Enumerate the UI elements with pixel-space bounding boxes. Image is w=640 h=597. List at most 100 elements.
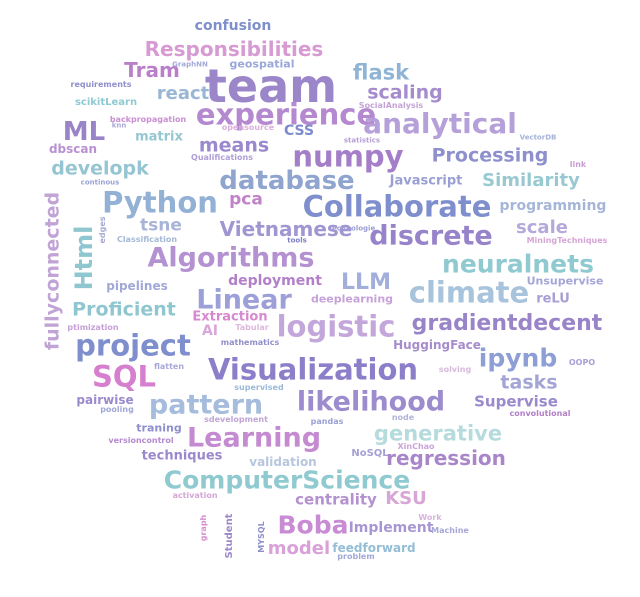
word-tram: Tram: [124, 58, 180, 82]
word-deployment: deployment: [228, 273, 322, 289]
word-sdevelopment: sdevelopment: [204, 415, 268, 424]
word-socialanalysis: SocialAnalysis: [358, 101, 424, 110]
word-programming: programming: [499, 198, 607, 214]
word-likelihood: likelihood: [296, 386, 446, 418]
word-graphnn: GraphNN: [172, 60, 208, 69]
word-vietnamese: Vietnamese: [219, 217, 353, 241]
word-activation: activation: [172, 491, 218, 500]
word-graph: graph: [199, 514, 208, 542]
word-tabular: Tabular: [235, 323, 269, 332]
word-nosql: NoSQL: [351, 448, 389, 459]
word-discrete: discrete: [369, 220, 493, 252]
word-classification: Classification: [116, 235, 178, 244]
word-validation: validation: [249, 455, 317, 469]
word-css: CSS: [283, 123, 315, 139]
word-similarity: Similarity: [482, 170, 580, 191]
word-huggingface: HuggingFace: [393, 338, 481, 352]
word-statistics: statistics: [343, 136, 381, 145]
word-supervise: Supervise: [474, 392, 558, 411]
word-responsibilities: Responsibilities: [144, 37, 324, 61]
word-scale: scale: [516, 217, 568, 238]
word-scaling: scaling: [367, 81, 443, 104]
word-experience: experience: [195, 97, 377, 132]
word-database: database: [219, 166, 355, 196]
word-ksu: KSU: [385, 488, 427, 509]
word-machine: Machine: [431, 526, 469, 535]
word-matrix: matrix: [135, 129, 183, 145]
word-centrality: centrality: [295, 490, 377, 509]
word-gradientdecent: gradientdecent: [411, 311, 603, 336]
word-mysql: MYSQL: [257, 521, 266, 553]
word-boba: Boba: [277, 510, 349, 540]
word-scikitlearn: scikitLearn: [74, 97, 138, 108]
word-problem: problem: [337, 552, 375, 561]
word-proficient: Proficient: [72, 298, 176, 321]
word-pandas: pandas: [310, 417, 344, 426]
word-pipelines: pipelines: [106, 279, 168, 293]
word-ml: ML: [62, 117, 106, 147]
word-python: Python: [102, 185, 218, 220]
word-developk: developk: [51, 157, 149, 180]
word-project: project: [75, 328, 191, 363]
word-tools: tools: [287, 236, 307, 245]
word-implement: Implement: [348, 520, 434, 536]
word-numpy: numpy: [292, 139, 404, 174]
word-knn: knn: [111, 121, 127, 130]
word-logistic: logistic: [276, 309, 396, 344]
word-means: means: [198, 134, 270, 157]
word-vectordb: VectorDB: [519, 133, 557, 142]
word-linear: Linear: [196, 284, 292, 316]
word-tasks: tasks: [500, 371, 558, 394]
word-edges: edges: [98, 216, 107, 244]
word-javascript: Javascript: [389, 173, 463, 189]
word-work: Work: [418, 513, 442, 522]
word-deeplearning: deeplearning: [310, 292, 394, 306]
word-visualization: Visualization: [207, 352, 419, 387]
word-convolutional: convolutional: [509, 409, 571, 418]
word-extraction: Extraction: [192, 309, 268, 325]
word-ipynb: ipynb: [478, 343, 558, 373]
word-regression: regression: [386, 446, 506, 470]
word-mathematics: mathematics: [220, 338, 280, 347]
word-team: team: [204, 59, 338, 113]
word-llm: LLM: [341, 270, 391, 295]
word-techniques: techniques: [141, 448, 223, 464]
word-requirements: requirements: [70, 80, 132, 89]
word-student: Student: [224, 513, 235, 559]
word-backpropagation: backpropagation: [109, 115, 187, 124]
word-pooling: pooling: [100, 405, 134, 414]
word-collaborate: Collaborate: [302, 189, 492, 224]
word-qualifications: Qualifications: [191, 153, 253, 162]
word-algorithms: Algorithms: [147, 242, 315, 274]
word-learning: Learning: [186, 422, 322, 454]
word-geospatial: geospatial: [229, 57, 295, 71]
word-html: Html: [70, 225, 98, 291]
word-climate: climate: [408, 275, 530, 310]
word-react: react: [156, 83, 210, 104]
word-node: node: [391, 413, 415, 422]
word-pairwise: pairwise: [76, 393, 134, 407]
word-relu: reLU: [536, 291, 570, 307]
word-xinchao: XinChao: [397, 442, 435, 451]
word-processing: Processing: [431, 144, 549, 167]
word-flask: flask: [352, 60, 410, 85]
word-supervised: supervised: [234, 383, 284, 392]
word-oopo: OOPO: [568, 358, 596, 367]
word-traning: traning: [136, 421, 182, 435]
word-ai: AI: [201, 323, 219, 339]
word-generative: generative: [373, 421, 503, 446]
word-sql: SQL: [91, 359, 157, 394]
word-pattern: pattern: [148, 389, 264, 421]
word-unsupervise: Unsupervise: [526, 274, 604, 288]
word-versioncontrol: versioncontrol: [108, 436, 174, 445]
word-solving: solving: [438, 365, 472, 374]
word-feedforward: feedforward: [332, 541, 416, 555]
word-pca: pca: [229, 189, 263, 210]
word-fullyconnected: fullyconnected: [41, 191, 64, 351]
word-opensource: opensource: [221, 123, 275, 132]
word-computerscience: ComputerScience: [163, 465, 411, 495]
word-analytical: analytical: [363, 107, 517, 140]
word-miningtechniques: MiningTechniques: [526, 236, 608, 245]
word-confusion: confusion: [194, 18, 272, 34]
